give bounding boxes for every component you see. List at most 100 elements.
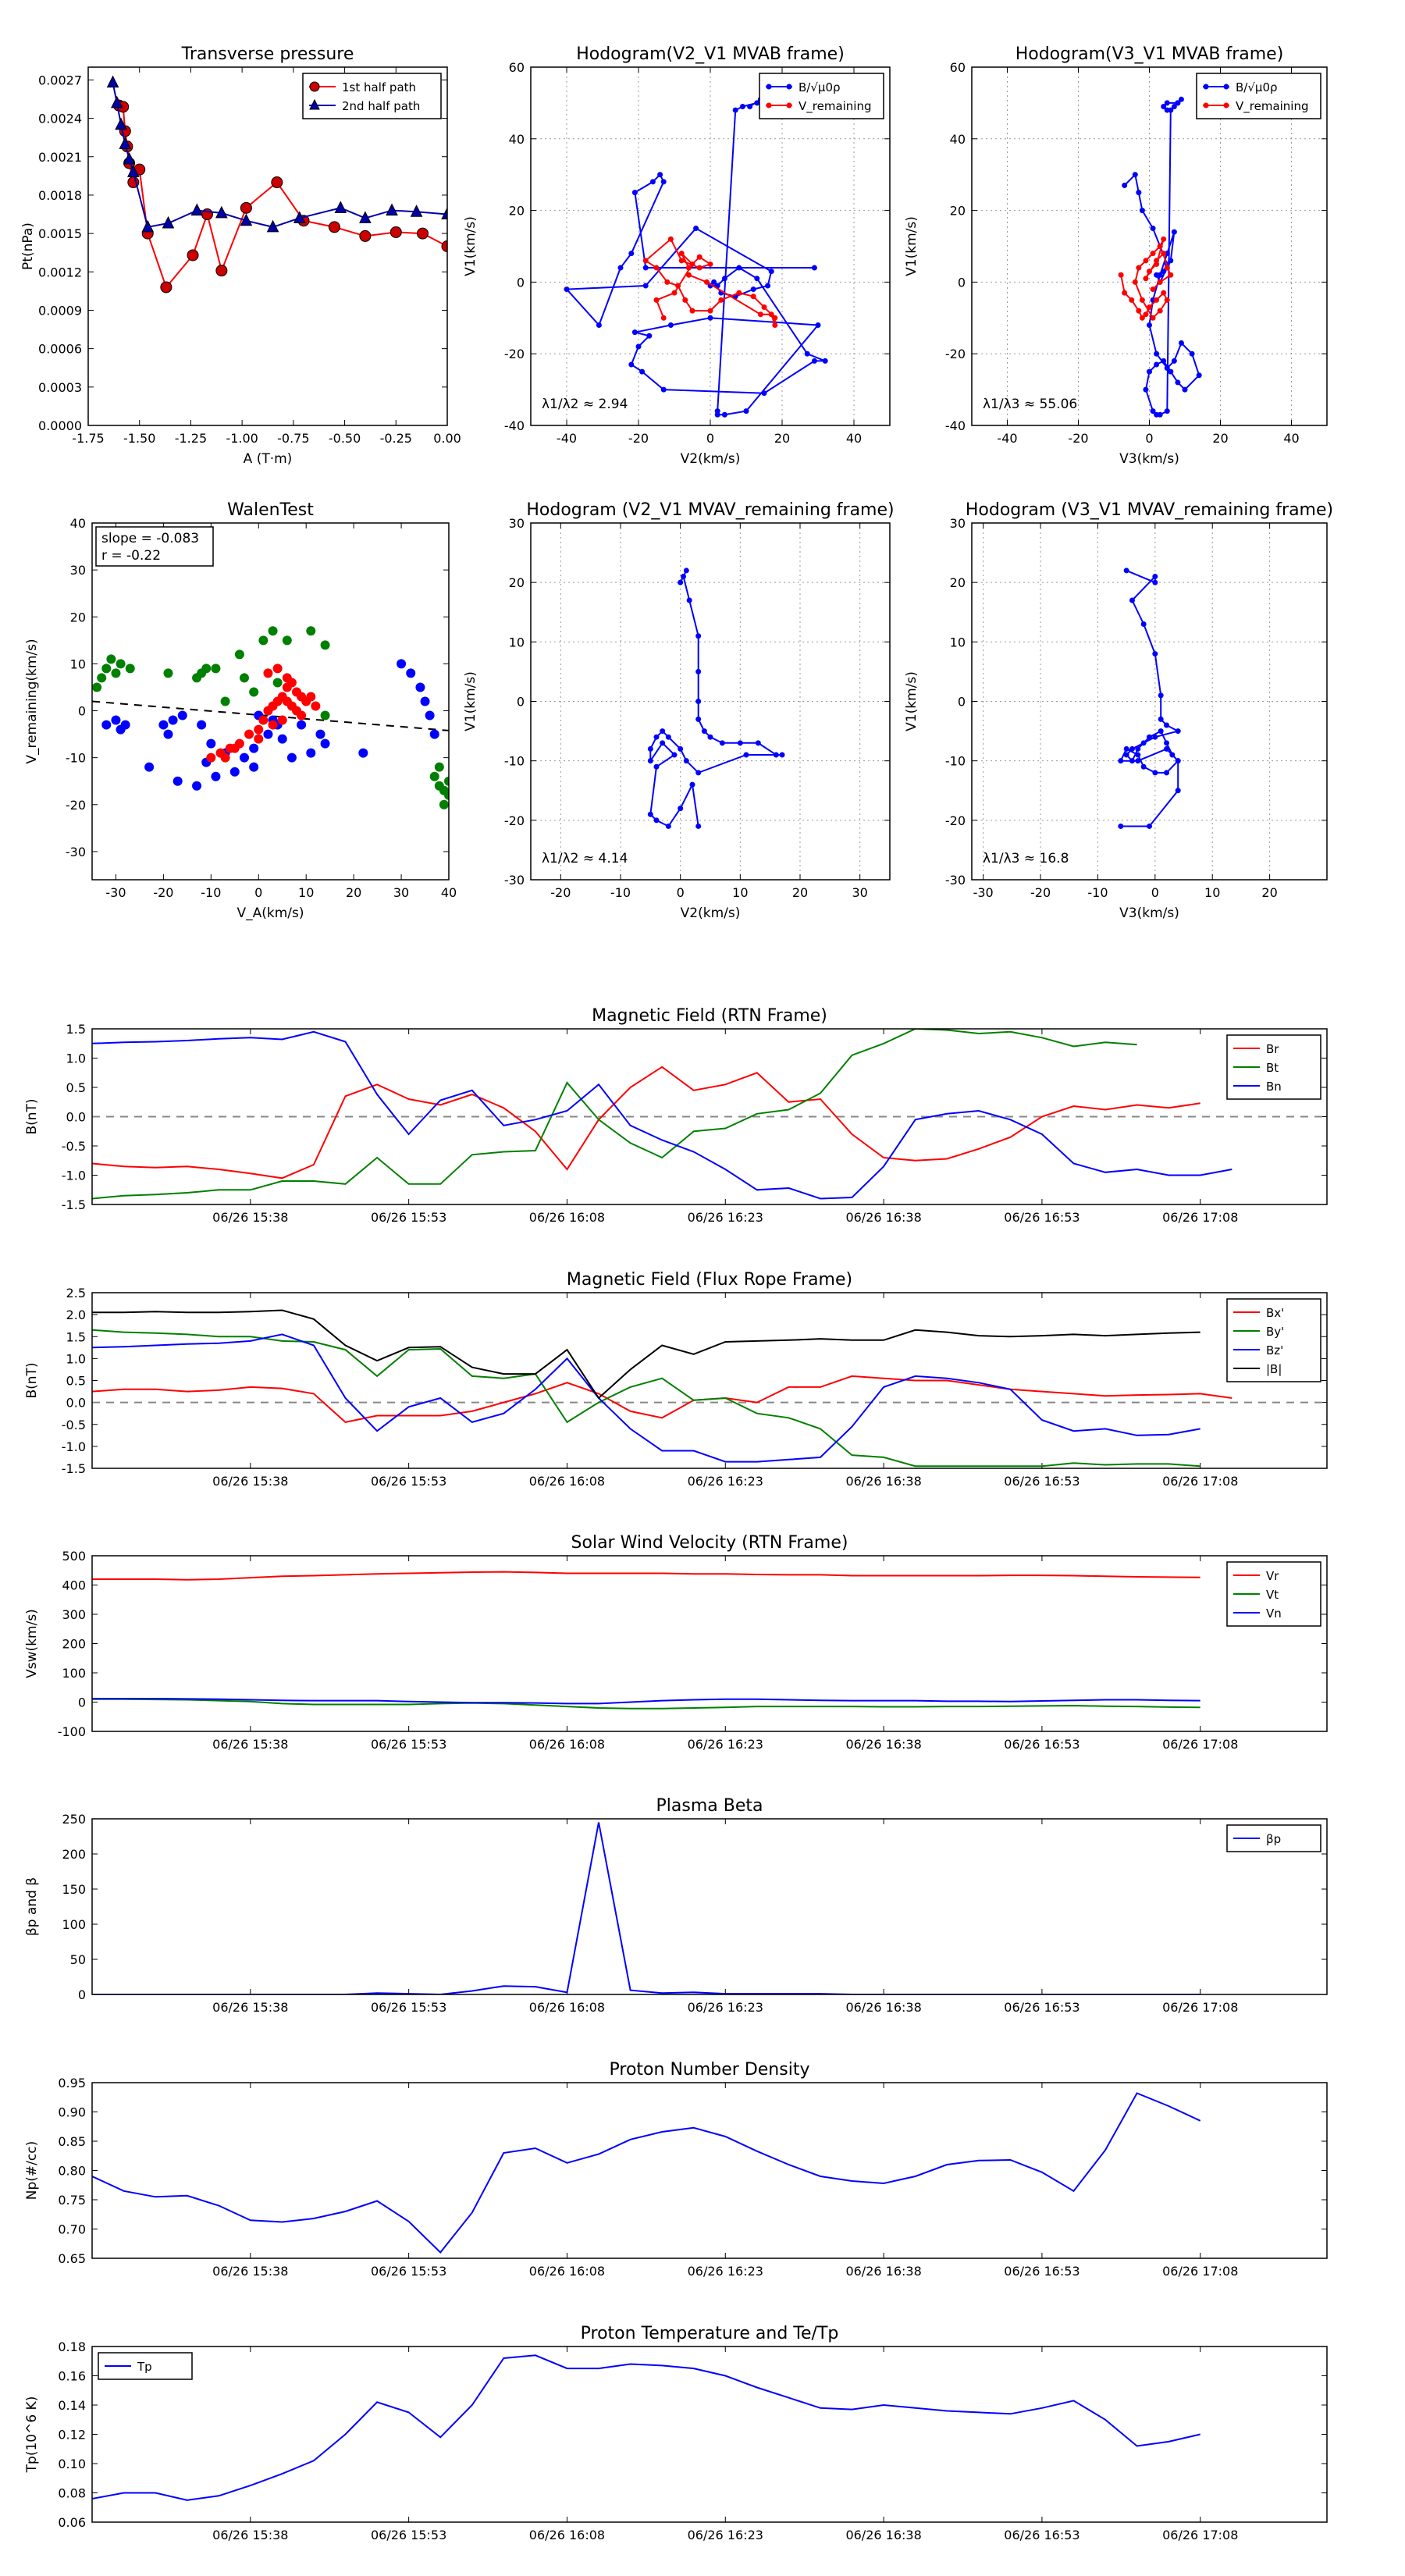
x-tick-label: 06/26 16:23 [688,2000,763,2015]
y-tick-label: -1.5 [62,1461,86,1476]
x-tick-label: 0.00 [433,431,461,446]
data-point [701,728,707,735]
plot-frame [91,2082,1328,2259]
data-point [1164,297,1170,303]
data-point [1122,182,1128,188]
legend-label: B/√μ0ρ [1236,80,1278,94]
plot-frame [91,1028,1328,1205]
y-tick-label: 0.0027 [38,73,82,87]
x-tick-label: 06/26 16:23 [688,2264,763,2279]
series-by--line [92,1329,1200,1468]
x-tick-label: -20 [153,885,173,900]
data-point [1164,722,1170,728]
x-tick-label: -20 [550,885,571,900]
legend-box [1196,73,1321,119]
x-tick-label: 10 [298,885,314,900]
data-point [190,203,204,216]
y-axis-label: Vsw(km/s) [24,1609,40,1678]
data-point [1164,107,1170,113]
series-vr-line [92,1571,1200,1581]
y-tick-label: 0.65 [58,2251,86,2266]
scatter-point [163,668,173,678]
data-point [1136,265,1142,271]
legend-label: βp [1266,1832,1281,1846]
y-tick-label: 0.0 [66,1396,86,1411]
data-point [1123,568,1129,574]
data-point [765,283,771,289]
legend: Br Bt Bn [1226,1034,1321,1100]
data-point [1171,229,1177,235]
x-tick-label: 06/26 17:08 [1162,1737,1238,1752]
x-tick-label: -40 [557,431,577,446]
series-0-line [92,2092,1201,2254]
data-point [1143,311,1149,318]
data-point [682,297,688,303]
data-point [1150,315,1156,321]
data-point [754,100,760,106]
y-tick-label: 0.0021 [38,150,82,165]
y-axis-label: Np(#/cc) [24,2141,40,2200]
data-point [678,579,684,585]
chart-title: Solar Wind Velocity (RTN Frame) [571,1533,848,1553]
scatter-point [277,734,287,744]
chart-walen-test: -30 -20 -10 0 10 20 30 40 -30 -20 -10 0 10 20 30 40 Wale… [24,500,457,921]
data-point [750,294,756,300]
data-point [1161,358,1167,364]
series-v-remaining-line [644,237,776,326]
legend: Bx' By' Bz' |B| [1226,1298,1321,1382]
data-point [737,740,743,746]
plot-area [92,1822,1200,1994]
data-point [811,358,817,364]
data-point [743,408,749,415]
data-point [1129,758,1135,764]
y-tick-label: 250 [62,1812,86,1827]
data-point [707,261,713,267]
legend-label: V_remaining [799,99,872,114]
data-point [653,763,660,770]
data-point [642,258,649,264]
y-tick-label: 0 [78,1987,86,2002]
scatter-point [173,776,183,786]
x-tick-label: 06/26 16:08 [529,2264,605,2279]
y-axis-label: V1(km/s) [463,671,478,731]
scatter-point [197,668,207,678]
data-point [240,213,253,226]
data-point [678,806,684,812]
scatter-point [415,682,425,692]
scatter-point [263,668,273,678]
x-tick-label: 06/26 15:38 [212,1474,288,1489]
x-tick-label: -1.75 [72,431,104,446]
data-point [689,261,695,267]
chart-title: Transverse pressure [181,44,354,64]
y-tick-label: -100 [58,1724,86,1739]
plot-frame [91,1292,1328,1469]
data-point [441,240,447,252]
data-point [1154,258,1160,264]
data-point [123,151,136,165]
stats-line: slope = -0.083 [101,531,199,546]
series-vt-line [92,1698,1200,1710]
x-tick-label: 06/26 16:53 [1004,2264,1080,2279]
x-tick-label: -1.00 [226,431,258,446]
x-tick-label: -40 [997,431,1017,446]
data-point [664,279,670,285]
data-point [1168,258,1174,264]
x-tick-label: 30 [852,885,867,900]
data-point [1152,734,1158,740]
scatter-point [244,729,254,739]
x-tick-label: 06/26 16:53 [1004,1210,1080,1225]
x-tick-label: 20 [1261,885,1277,900]
y-tick-label: 0 [78,1695,86,1710]
x-tick-label: -20 [1030,885,1051,900]
y-axis-label: V_remaining(km/s) [24,639,40,763]
plot-frame [530,66,891,426]
series-bt-line [92,1029,1137,1200]
legend-label: V_remaining [1236,99,1309,114]
data-point [1135,745,1141,752]
x-tick-label: 06/26 16:38 [845,2528,921,2542]
data-point [1147,304,1152,311]
chart-proton-temperature: 06/26 15:38 06/26 15:53 06/26 16:08 06/26 1… [24,2324,1328,2542]
data-point [1182,386,1188,393]
x-tick-label: 40 [1283,431,1299,446]
data-point [1143,276,1149,282]
